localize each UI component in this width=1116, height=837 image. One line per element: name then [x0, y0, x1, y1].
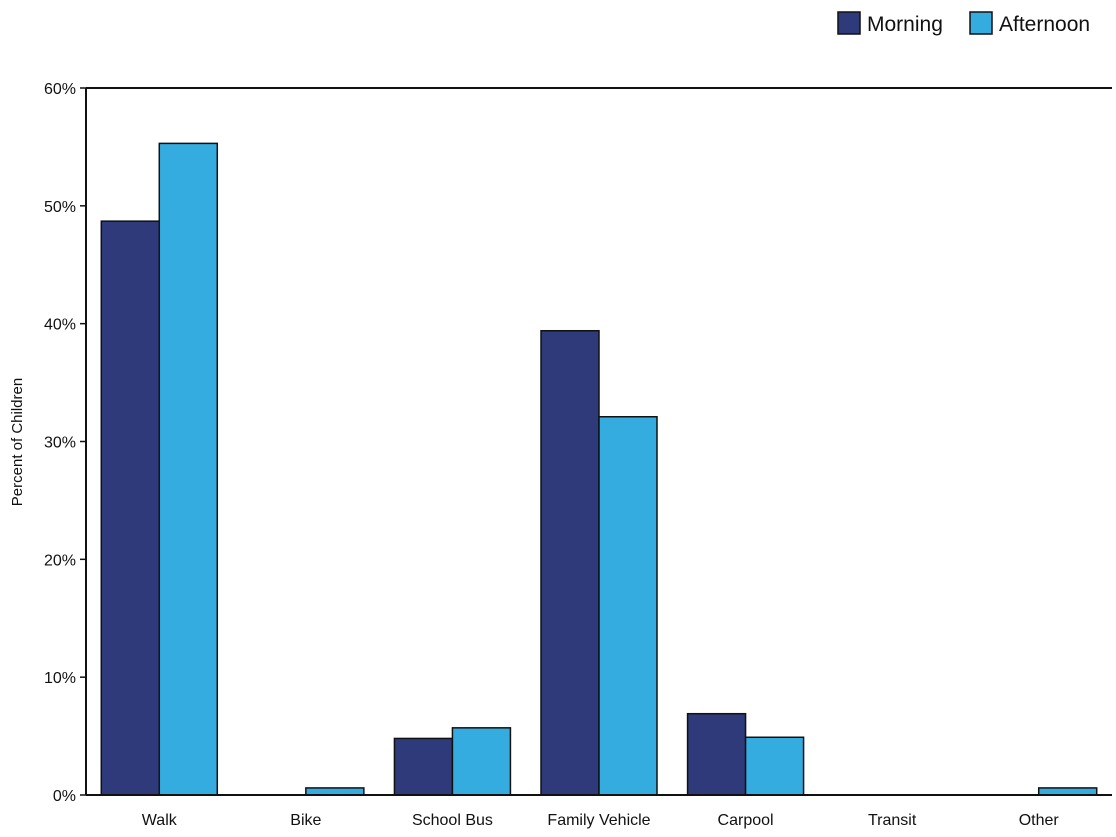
bar-morning-walk [100, 220, 161, 796]
y-tick-label: 60% [44, 81, 76, 98]
y-tick-label: 30% [44, 435, 76, 452]
bar-afternoon-walk [158, 142, 219, 796]
y-axis: 0% 10% 20% 30% 40% 50% 60% [44, 81, 86, 805]
bar-morning-carpool [686, 712, 747, 796]
x-tick-label: Walk [142, 812, 178, 829]
y-tick-label: 20% [44, 552, 76, 569]
y-axis-label: Percent of Children [9, 378, 26, 506]
x-tick-label: Transit [868, 812, 917, 829]
bar-morning-family-vehicle [540, 329, 600, 796]
y-tick-label: 50% [44, 199, 76, 216]
bar-afternoon-carpool [744, 736, 805, 796]
bar-afternoon-school-bus [451, 727, 512, 796]
legend-swatch-afternoon [969, 11, 993, 35]
x-tick-label: Bike [290, 812, 321, 829]
y-tick-label: 10% [44, 670, 76, 687]
legend: Morning Afternoon [837, 11, 1090, 36]
x-axis: Walk Bike School Bus Family Vehicle Carpool T… [142, 812, 1060, 829]
bars [100, 142, 1098, 796]
legend-label-morning: Morning [867, 13, 943, 36]
x-tick-label: Carpool [718, 812, 774, 829]
y-tick-label: 0% [53, 788, 76, 805]
bar-morning-school-bus [393, 737, 454, 796]
bar-afternoon-bike [305, 787, 365, 796]
legend-swatch-morning [837, 11, 861, 35]
x-tick-label: Family Vehicle [547, 812, 650, 829]
x-tick-label: Other [1019, 812, 1060, 829]
bar-afternoon-family-vehicle [598, 416, 658, 796]
bar-afternoon-other [1037, 787, 1098, 796]
x-tick-label: School Bus [412, 812, 493, 829]
y-tick-label: 40% [44, 317, 76, 334]
legend-label-afternoon: Afternoon [999, 13, 1090, 36]
